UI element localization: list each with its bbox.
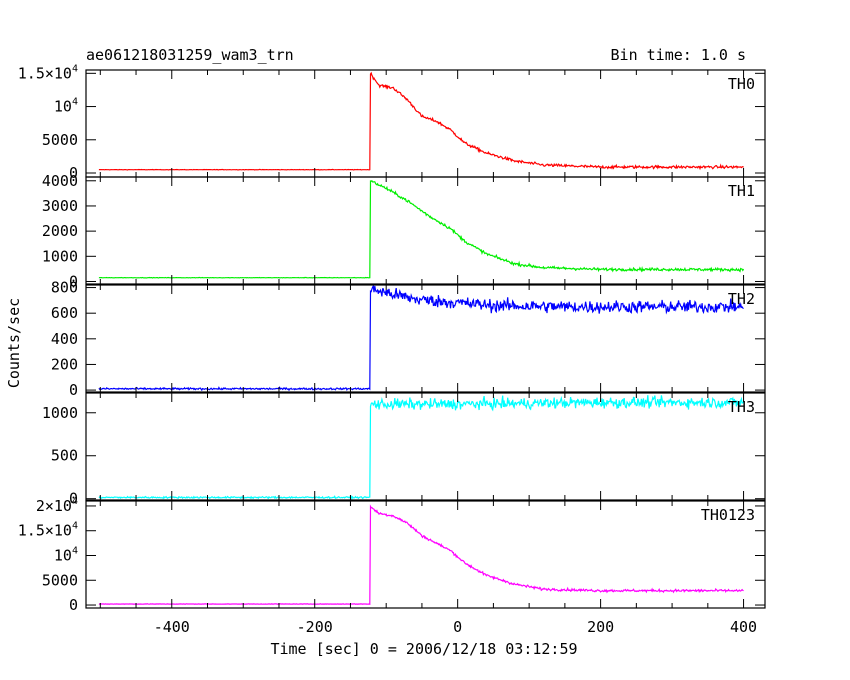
series-line-th2 (98, 284, 744, 392)
y-tick-label: 1000 (42, 404, 78, 422)
y-tick-label: 5000 (42, 131, 78, 149)
x-tick-label: 400 (730, 618, 757, 636)
panel-frame (85, 392, 766, 501)
panel-frame (85, 176, 766, 285)
y-tick-label: 1000 (42, 247, 78, 265)
x-tick-label: -200 (297, 618, 333, 636)
y-tick-label: 104 (54, 97, 78, 116)
panel-frame (85, 500, 766, 609)
series-line-th0 (98, 71, 744, 171)
y-tick-label: 1.5×104 (18, 521, 78, 540)
panel-frame (85, 69, 766, 178)
panel-name-label: TH1 (728, 182, 755, 200)
y-tick-label: 4000 (42, 172, 78, 190)
series-line-th1 (98, 179, 745, 279)
y-tick-label: 0 (69, 596, 78, 614)
panel-name-label: TH0123 (701, 506, 755, 524)
y-tick-label: 600 (51, 304, 78, 322)
chart-title: ae061218031259_wam3_trn (86, 46, 294, 64)
y-axis-label: Counts/sec (5, 298, 23, 388)
panel-name-label: TH0 (728, 75, 755, 93)
y-tick-label: 800 (51, 279, 78, 297)
panels-group: 050001041.5×104TH001000200030004000TH102… (18, 63, 766, 636)
y-tick-label: 0 (69, 272, 78, 290)
y-tick-label: 104 (54, 545, 78, 564)
x-axis-label: Time [sec] 0 = 2006/12/18 03:12:59 (270, 640, 577, 658)
y-tick-label: 0 (69, 381, 78, 399)
x-tick-label: 0 (453, 618, 462, 636)
series-line-th0123 (98, 504, 744, 605)
x-tick-label: 200 (587, 618, 614, 636)
panel-th2: 0 200 400 600 800 TH2 (51, 279, 766, 399)
panel-name-label: TH2 (728, 290, 755, 308)
y-tick-label: 400 (51, 330, 78, 348)
panel-th0: 0 5000 104 1.5×104 TH0 (18, 63, 766, 182)
series-line-th3 (98, 395, 745, 501)
panel-th1: 0 1000 2000 3000 4000 TH1 (42, 172, 766, 290)
y-tick-label: 0 (69, 164, 78, 182)
x-tick-label: -400 (154, 618, 190, 636)
y-tick-label: 3000 (42, 197, 78, 215)
bin-time-label: Bin time: 1.0 s (611, 46, 746, 64)
y-tick-label: 500 (51, 447, 78, 465)
y-tick-label: 5000 (42, 571, 78, 589)
panel-frame (85, 284, 766, 393)
y-tick-label: 1.5×104 (18, 63, 78, 82)
y-tick-label: 200 (51, 355, 78, 373)
panel-th3: 0 500 1000 TH3 (42, 392, 766, 508)
y-tick-label: 0 (69, 490, 78, 508)
x-tick-labels: -400 -200 0 200 400 (154, 618, 757, 636)
panel-th0123: 0 5000 104 1.5×104 2×104 TH0123 (18, 496, 766, 614)
panel-name-label: TH3 (728, 398, 755, 416)
y-tick-label: 2×104 (36, 496, 78, 515)
y-tick-label: 2000 (42, 222, 78, 240)
